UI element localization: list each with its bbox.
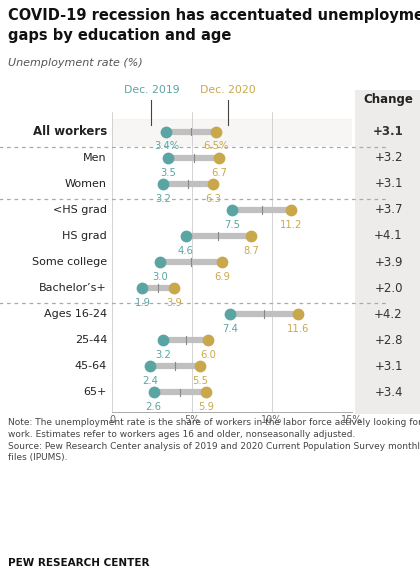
Text: Some college: Some college bbox=[32, 257, 107, 267]
Text: 1.9: 1.9 bbox=[134, 298, 150, 308]
Text: +2.8: +2.8 bbox=[374, 334, 403, 347]
Text: 25-44: 25-44 bbox=[75, 335, 107, 345]
Text: +3.7: +3.7 bbox=[374, 203, 403, 217]
Text: 11.2: 11.2 bbox=[280, 219, 302, 230]
Text: 2.4: 2.4 bbox=[142, 376, 158, 386]
Text: 6.9: 6.9 bbox=[214, 272, 231, 282]
Text: 4.6: 4.6 bbox=[178, 246, 194, 256]
Text: PEW RESEARCH CENTER: PEW RESEARCH CENTER bbox=[8, 558, 150, 568]
Text: Bachelor’s+: Bachelor’s+ bbox=[39, 283, 107, 293]
Text: Change: Change bbox=[364, 93, 413, 107]
Text: 3.2: 3.2 bbox=[155, 194, 171, 204]
Text: 45-64: 45-64 bbox=[75, 361, 107, 372]
Text: +4.2: +4.2 bbox=[374, 308, 403, 321]
Text: +3.1: +3.1 bbox=[373, 125, 404, 138]
Text: 3.2: 3.2 bbox=[155, 350, 171, 360]
Text: 11.6: 11.6 bbox=[286, 324, 309, 334]
Text: <HS grad: <HS grad bbox=[53, 205, 107, 215]
Text: 3.5: 3.5 bbox=[160, 168, 176, 177]
Text: 3.9: 3.9 bbox=[166, 298, 182, 308]
Text: +3.2: +3.2 bbox=[374, 151, 403, 164]
Text: gaps by education and age: gaps by education and age bbox=[8, 28, 232, 43]
Text: All workers: All workers bbox=[33, 125, 107, 138]
Text: 3.0: 3.0 bbox=[152, 272, 168, 282]
Text: 6.7: 6.7 bbox=[211, 168, 227, 177]
Text: COVID-19 recession has accentuated unemployment: COVID-19 recession has accentuated unemp… bbox=[8, 8, 420, 23]
Text: +3.9: +3.9 bbox=[374, 256, 403, 268]
Text: 7.5: 7.5 bbox=[224, 219, 240, 230]
Text: +4.1: +4.1 bbox=[374, 229, 403, 242]
Text: +3.4: +3.4 bbox=[374, 386, 403, 399]
Text: 6.5%: 6.5% bbox=[203, 142, 228, 151]
Text: Ages 16-24: Ages 16-24 bbox=[44, 309, 107, 319]
Text: +3.1: +3.1 bbox=[374, 360, 403, 373]
Text: +3.1: +3.1 bbox=[374, 177, 403, 190]
Text: 2.6: 2.6 bbox=[146, 403, 162, 412]
Text: Unemployment rate (%): Unemployment rate (%) bbox=[8, 58, 143, 68]
Text: Men: Men bbox=[84, 153, 107, 162]
Text: 3.4%: 3.4% bbox=[154, 142, 179, 151]
Text: Women: Women bbox=[65, 179, 107, 189]
Text: Dec. 2020: Dec. 2020 bbox=[200, 85, 256, 95]
Text: 5.9: 5.9 bbox=[198, 403, 214, 412]
Text: 5.5: 5.5 bbox=[192, 376, 208, 386]
Text: 8.7: 8.7 bbox=[243, 246, 259, 256]
Bar bbox=[112, 119, 352, 145]
Text: 65+: 65+ bbox=[84, 388, 107, 397]
Text: HS grad: HS grad bbox=[62, 231, 107, 241]
Text: Dec. 2019: Dec. 2019 bbox=[123, 85, 179, 95]
Text: 6.3: 6.3 bbox=[205, 194, 221, 204]
Text: Note: The unemployment rate is the share of workers in the labor force actively : Note: The unemployment rate is the share… bbox=[8, 418, 420, 463]
Text: 6.0: 6.0 bbox=[200, 350, 216, 360]
Text: 7.4: 7.4 bbox=[223, 324, 238, 334]
Text: +2.0: +2.0 bbox=[374, 282, 403, 294]
